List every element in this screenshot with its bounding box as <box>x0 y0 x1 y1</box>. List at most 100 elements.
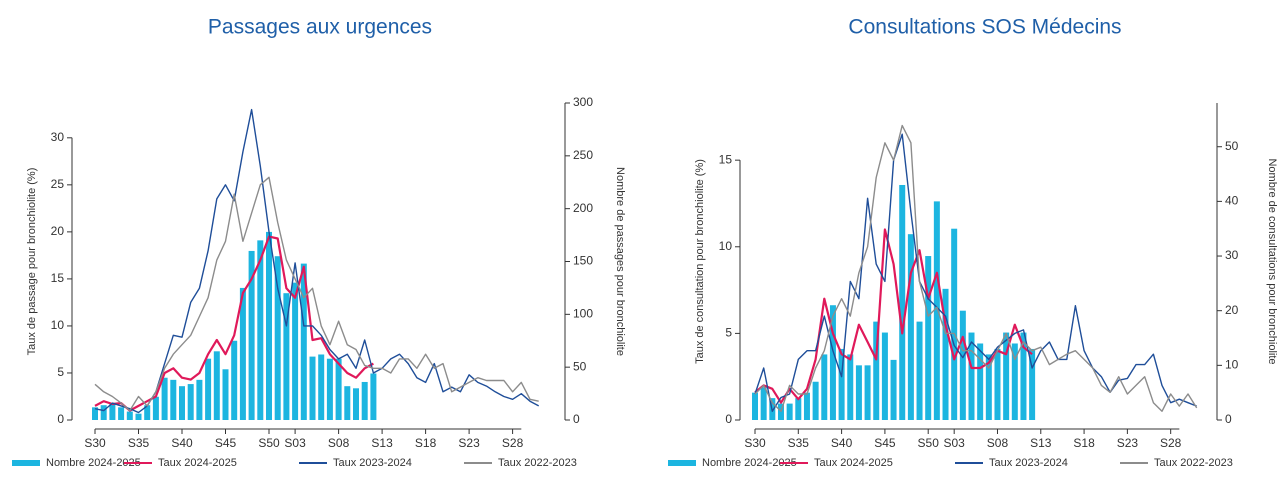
bar <box>942 288 949 420</box>
bar <box>1029 348 1036 420</box>
legend-label: Taux 2022-2023 <box>498 457 577 469</box>
bar <box>907 234 914 420</box>
chart-title: Passages aux urgences <box>208 16 432 39</box>
bar <box>873 321 880 420</box>
x-tick-label: S23 <box>1117 436 1139 450</box>
chart-title: Consultations SOS Médecins <box>848 16 1121 39</box>
y2-tick-label: 40 <box>1225 194 1239 208</box>
y-tick-label: 10 <box>719 239 733 253</box>
bar <box>318 354 325 420</box>
bar <box>283 293 290 420</box>
bar <box>968 332 975 420</box>
bar <box>205 358 212 420</box>
y2-tick-label: 0 <box>573 412 580 426</box>
x-tick-label: S35 <box>788 436 810 450</box>
bar <box>838 348 845 420</box>
y-tick-label: 0 <box>725 412 732 426</box>
bar <box>899 184 906 420</box>
x-tick-label: S03 <box>944 436 966 450</box>
bar <box>361 381 368 420</box>
legend-swatch <box>12 460 40 466</box>
bar <box>812 381 819 420</box>
line <box>94 235 374 412</box>
bar <box>187 384 194 420</box>
legend-label: Taux 2024-2025 <box>814 457 893 469</box>
bar <box>170 379 177 420</box>
y2-tick-label: 30 <box>1225 248 1239 262</box>
bar <box>760 387 767 420</box>
bar <box>118 407 125 420</box>
bar <box>231 340 238 420</box>
bar <box>222 369 229 420</box>
bar <box>109 403 116 420</box>
bar <box>353 388 359 420</box>
y2-tick-label: 50 <box>1225 139 1239 153</box>
x-tick-label: S45 <box>215 436 237 450</box>
legend-label: Nombre 2024-2025 <box>702 457 797 469</box>
y-axis-label: Taux de passage pour bronchiolite (%) <box>26 168 38 356</box>
bar <box>144 405 151 420</box>
bar <box>309 356 316 420</box>
line <box>94 108 540 414</box>
bar <box>126 411 133 420</box>
bar <box>864 365 871 420</box>
bar <box>274 256 281 420</box>
x-tick-label: S40 <box>171 436 193 450</box>
x-tick-label: S50 <box>918 436 940 450</box>
y-tick-label: 20 <box>51 224 65 238</box>
bar <box>752 392 758 420</box>
x-tick-label: S03 <box>284 436 306 450</box>
bar <box>925 256 932 420</box>
bar <box>179 386 185 420</box>
x-tick-label: S45 <box>874 436 896 450</box>
y-tick-label: 5 <box>725 326 732 340</box>
y2-tick-label: 100 <box>573 307 593 321</box>
legend-label: Taux 2023-2024 <box>989 457 1068 469</box>
bar <box>994 348 1001 420</box>
y-tick-label: 15 <box>51 271 65 285</box>
x-tick-label: S28 <box>502 436 524 450</box>
x-tick-label: S08 <box>987 436 1009 450</box>
bar <box>890 359 897 420</box>
bar <box>239 287 246 420</box>
bar <box>795 398 802 420</box>
bar <box>161 377 168 420</box>
bar <box>92 407 98 420</box>
y2-axis-label: Nombre de consultations pour bronchiolit… <box>1266 158 1278 364</box>
bar <box>300 263 307 420</box>
bar <box>847 354 854 420</box>
y-tick-label: 10 <box>51 318 65 332</box>
x-tick-label: S18 <box>1073 436 1095 450</box>
legend-label: Taux 2023-2024 <box>333 457 412 469</box>
legend-label: Taux 2022-2023 <box>1154 457 1233 469</box>
bar <box>985 354 992 420</box>
bar <box>292 282 299 420</box>
y-tick-label: 30 <box>51 130 65 144</box>
x-tick-label: S30 <box>744 436 766 450</box>
bar <box>1011 343 1018 420</box>
x-tick-label: S23 <box>458 436 480 450</box>
y2-tick-label: 300 <box>573 95 593 109</box>
y-tick-label: 0 <box>57 412 64 426</box>
bar <box>152 396 159 420</box>
bar <box>786 403 793 420</box>
y-tick-label: 5 <box>57 365 64 379</box>
legend-label: Taux 2024-2025 <box>158 457 237 469</box>
bar <box>266 231 272 420</box>
bar <box>135 413 142 420</box>
y2-tick-label: 200 <box>573 201 593 215</box>
bar <box>916 321 923 420</box>
x-tick-label: S13 <box>1030 436 1052 450</box>
bar <box>257 240 264 420</box>
bar <box>344 386 351 420</box>
x-tick-label: S30 <box>84 436 106 450</box>
bar <box>335 358 342 420</box>
x-tick-label: S50 <box>258 436 280 450</box>
x-tick-label: S08 <box>328 436 350 450</box>
bar <box>248 250 255 420</box>
y2-tick-label: 10 <box>1225 358 1239 372</box>
y-axis-label: Taux de consultation pour bronchiolite (… <box>694 159 706 364</box>
bar <box>821 354 828 420</box>
bar <box>951 228 958 420</box>
